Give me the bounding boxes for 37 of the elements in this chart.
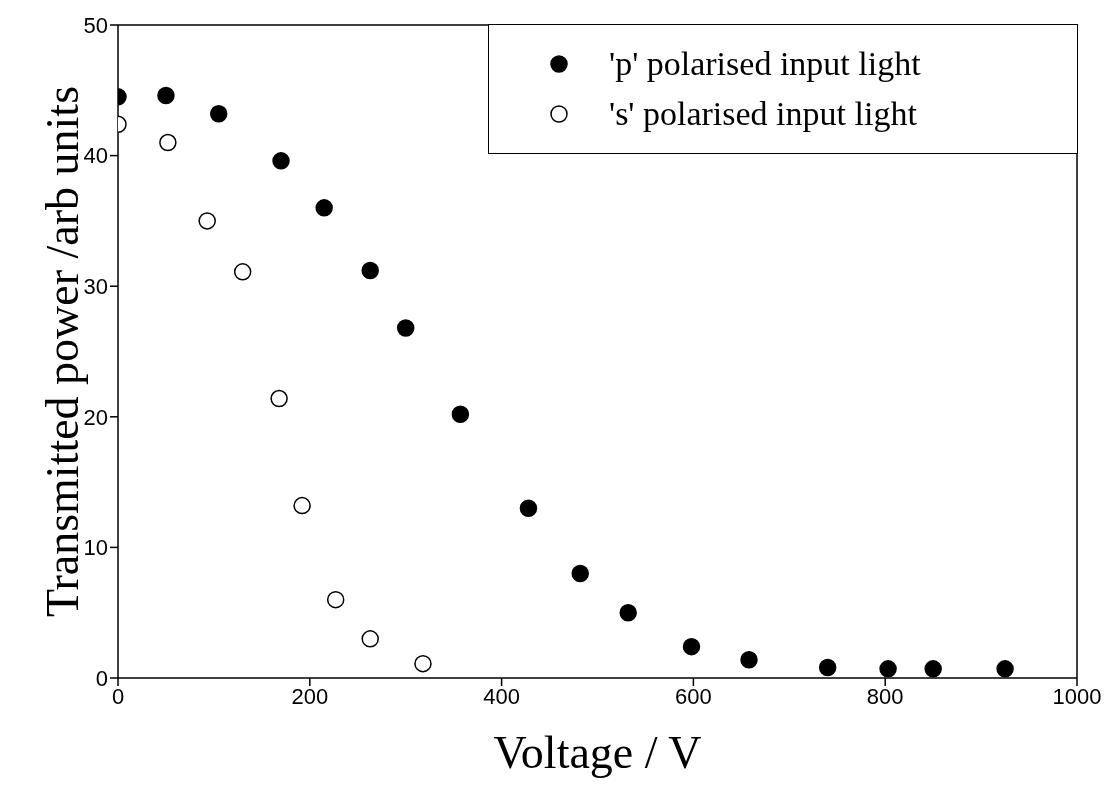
point [159, 133, 177, 152]
x-axis-title: Voltage / V [493, 727, 702, 778]
x-tick-label: 200 [291, 683, 329, 709]
point [272, 152, 290, 170]
point [414, 654, 432, 673]
point [996, 660, 1014, 678]
y-tick-label: 0 [95, 665, 108, 691]
y-tick-label: 50 [83, 12, 108, 38]
point [326, 590, 345, 609]
x-tick-label: 800 [866, 683, 904, 709]
point [682, 637, 701, 656]
x-tick-label: 600 [675, 683, 712, 709]
point [571, 564, 589, 583]
point [519, 499, 538, 517]
y-tick-label: 40 [83, 143, 108, 169]
legend-label: 'p' polarised input light [609, 44, 921, 84]
point [396, 319, 415, 337]
point [818, 658, 837, 677]
point [740, 650, 758, 669]
point [361, 261, 379, 280]
point [293, 496, 311, 515]
x-tick-label: 1000 [1052, 683, 1102, 709]
x-tick-label: 0 [111, 683, 125, 709]
legend-label: 's' polarised input light [609, 94, 917, 134]
point [157, 86, 175, 105]
point [619, 603, 637, 622]
x-tick-label: 400 [483, 683, 520, 709]
point [270, 389, 288, 408]
point [361, 630, 379, 648]
point [879, 660, 897, 678]
point [233, 263, 252, 281]
y-tick-label: 20 [83, 404, 108, 430]
point [924, 660, 942, 678]
point [198, 212, 216, 230]
point [209, 105, 228, 123]
point [451, 405, 470, 423]
point [315, 199, 333, 217]
